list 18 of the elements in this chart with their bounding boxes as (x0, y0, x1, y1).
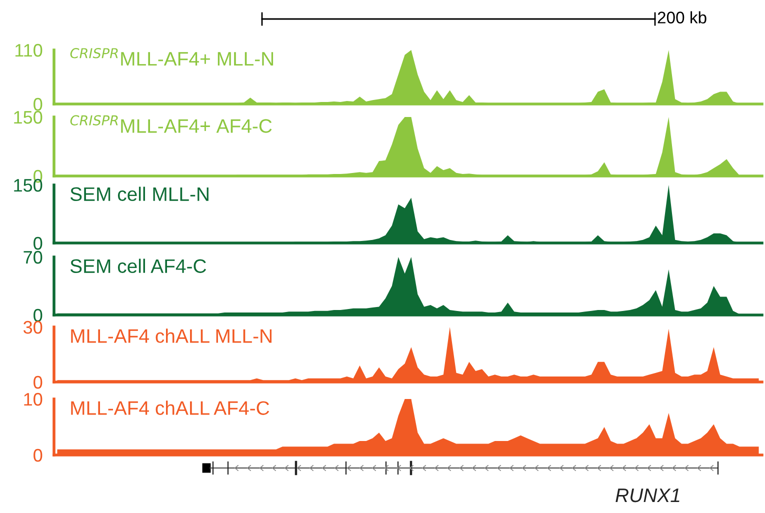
chart-title: SEM cell AF4-C (70, 258, 206, 274)
text: 200 kb (658, 11, 706, 24)
y-tick-label: 110 (15, 44, 42, 57)
y-tick-label: 70 (24, 250, 42, 264)
y-tick-label: 10 (24, 392, 42, 406)
y-tick-label: 0 (34, 376, 42, 389)
chart-title: MLL-AF4 chALL AF4-C (71, 400, 270, 415)
chart-title: $^{CRISPR}$MLL-AF4+ AF4-C (70, 115, 272, 133)
text: RUNX1 (616, 488, 680, 502)
chart-title: MLL-AF4 chALL MLL-N (71, 328, 272, 343)
chart-title: SEM cell MLL-N (70, 186, 208, 202)
chart-title: $^{CRISPR}$MLL-AF4+ MLL-N (70, 48, 274, 66)
y-tick-label: 0 (34, 308, 42, 322)
y-tick-label: 0 (34, 448, 42, 462)
y-tick-label: 0 (34, 236, 42, 250)
y-tick-label: 30 (23, 320, 42, 334)
y-tick-label: 150 (14, 110, 42, 124)
y-tick-label: 0 (34, 98, 42, 111)
